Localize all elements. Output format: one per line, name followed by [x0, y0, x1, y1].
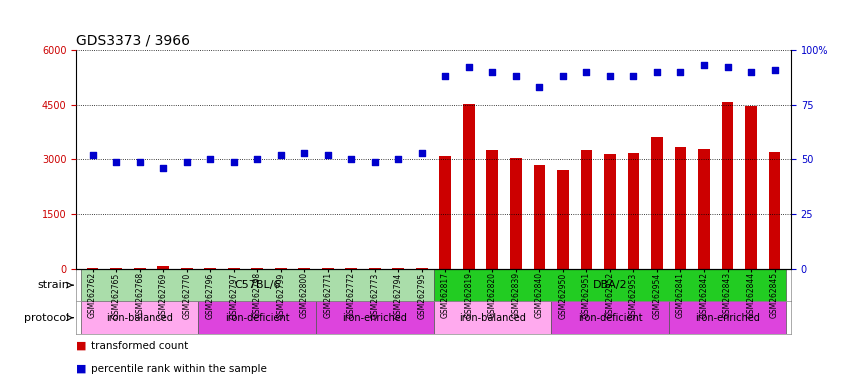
Point: [486, 69, 499, 75]
Bar: [81, 301, 199, 334]
Text: iron-enriched: iron-enriched: [343, 313, 407, 323]
Bar: [369, 268, 381, 269]
Point: [603, 73, 617, 79]
Bar: [463, 104, 475, 269]
Bar: [551, 301, 668, 334]
Bar: [668, 301, 786, 334]
Bar: [87, 268, 98, 269]
Bar: [393, 268, 404, 269]
Text: C57BL/6: C57BL/6: [234, 280, 281, 290]
Bar: [745, 106, 757, 269]
Text: ■: ■: [76, 364, 86, 374]
Text: protocol: protocol: [24, 313, 69, 323]
Point: [180, 159, 194, 165]
Point: [580, 69, 593, 75]
Point: [321, 152, 334, 158]
Bar: [275, 268, 287, 269]
Bar: [769, 152, 780, 269]
Bar: [181, 268, 193, 269]
Point: [673, 69, 687, 75]
Text: iron-enriched: iron-enriched: [695, 313, 760, 323]
Bar: [628, 153, 640, 269]
Point: [556, 73, 569, 79]
Bar: [157, 265, 169, 269]
Bar: [199, 301, 316, 334]
Point: [133, 159, 146, 165]
Text: transformed count: transformed count: [91, 341, 189, 351]
Point: [85, 152, 99, 158]
Bar: [110, 268, 122, 269]
Point: [627, 73, 640, 79]
Point: [203, 156, 217, 162]
Bar: [433, 269, 786, 301]
Text: strain: strain: [37, 280, 69, 290]
Bar: [316, 301, 433, 334]
Bar: [604, 154, 616, 269]
Point: [250, 156, 264, 162]
Bar: [486, 150, 498, 269]
Text: iron-balanced: iron-balanced: [107, 313, 173, 323]
Bar: [251, 268, 263, 269]
Bar: [204, 268, 216, 269]
Point: [274, 152, 288, 158]
Text: percentile rank within the sample: percentile rank within the sample: [91, 364, 267, 374]
Bar: [722, 102, 733, 269]
Bar: [698, 149, 710, 269]
Bar: [439, 156, 451, 269]
Point: [533, 84, 547, 90]
Bar: [134, 268, 146, 269]
Text: iron-deficient: iron-deficient: [225, 313, 289, 323]
Point: [509, 73, 523, 79]
Text: GDS3373 / 3966: GDS3373 / 3966: [76, 33, 190, 47]
Bar: [510, 157, 522, 269]
Text: iron-balanced: iron-balanced: [459, 313, 526, 323]
Point: [768, 66, 782, 73]
Point: [368, 159, 382, 165]
Point: [744, 69, 758, 75]
Bar: [228, 268, 239, 269]
Bar: [321, 268, 333, 269]
Bar: [81, 269, 433, 301]
Bar: [557, 170, 569, 269]
Bar: [299, 268, 310, 269]
Bar: [674, 147, 686, 269]
Bar: [433, 301, 551, 334]
Point: [438, 73, 452, 79]
Bar: [651, 137, 663, 269]
Bar: [416, 268, 428, 269]
Point: [721, 65, 734, 71]
Text: DBA/2: DBA/2: [593, 280, 627, 290]
Point: [157, 165, 170, 171]
Point: [109, 159, 123, 165]
Text: ■: ■: [76, 341, 86, 351]
Bar: [345, 268, 357, 269]
Point: [415, 150, 429, 156]
Point: [462, 65, 475, 71]
Point: [392, 156, 405, 162]
Bar: [534, 165, 546, 269]
Point: [344, 156, 358, 162]
Point: [651, 69, 664, 75]
Point: [227, 159, 240, 165]
Point: [697, 62, 711, 68]
Point: [298, 150, 311, 156]
Text: iron-deficient: iron-deficient: [578, 313, 642, 323]
Bar: [580, 150, 592, 269]
